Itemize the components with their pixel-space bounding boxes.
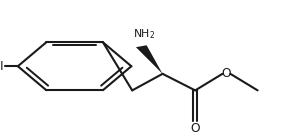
Text: I: I <box>0 60 3 73</box>
Text: O: O <box>190 122 200 135</box>
Polygon shape <box>136 45 162 74</box>
Text: NH$_2$: NH$_2$ <box>133 28 155 41</box>
Text: O: O <box>222 67 231 80</box>
